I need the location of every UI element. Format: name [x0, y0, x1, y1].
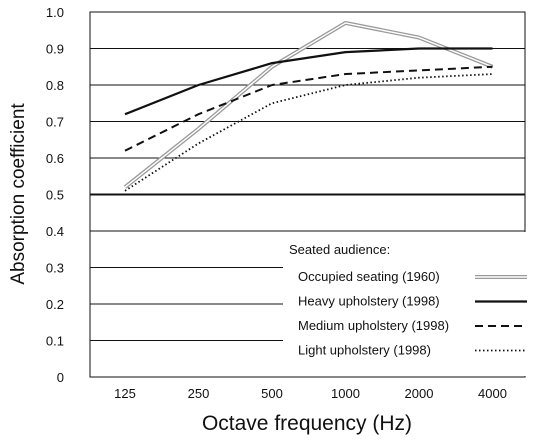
series-line-2	[124, 65, 493, 152]
y-tick-label: 0.9	[46, 42, 64, 57]
y-tick-label: 0.2	[46, 297, 64, 312]
legend: Seated audience: Occupied seating (1960)…	[283, 232, 544, 376]
x-tick-label: 1000	[331, 386, 360, 401]
legend-label: Medium upholstery (1998)	[298, 318, 449, 333]
series-line-1	[124, 47, 493, 116]
y-axis-label: Absorption coefficient	[8, 103, 29, 285]
x-tick-label: 4000	[478, 386, 507, 401]
y-tick-label: 0.8	[46, 78, 64, 93]
y-tick-label: 0.6	[46, 151, 64, 166]
y-tick-label: 0.3	[46, 261, 64, 276]
x-tick-label: 2000	[405, 386, 434, 401]
y-tick-label: 0	[57, 370, 64, 385]
series-lines	[123, 20, 494, 192]
legend-title: Seated audience:	[289, 242, 390, 257]
y-tick-label: 1.0	[46, 5, 64, 20]
x-tick-labels: 125 250 500 1000 2000 4000	[114, 386, 507, 401]
series-line-3	[124, 73, 493, 192]
x-tick-label: 500	[261, 386, 283, 401]
legend-label: Occupied seating (1960)	[298, 269, 440, 284]
y-tick-label: 0.7	[46, 115, 64, 130]
x-axis-label: Octave frequency (Hz)	[202, 412, 412, 435]
legend-items: Occupied seating (1960) Heavy upholstery …	[298, 269, 527, 358]
y-tick-label: 0.4	[46, 224, 64, 239]
y-tick-label: 0.5	[46, 188, 64, 203]
x-tick-label: 125	[114, 386, 136, 401]
y-tick-label: 0.1	[46, 334, 64, 349]
series-line-0-inner	[124, 22, 493, 188]
legend-label: Heavy upholstery (1998)	[298, 294, 440, 309]
x-tick-label: 250	[188, 386, 210, 401]
legend-label: Light upholstery (1998)	[298, 343, 431, 358]
y-tick-labels: 0 0.1 0.2 0.3 0.4 0.5 0.6 0.7 0.8 0.9 1.0	[46, 5, 64, 385]
plot-frame	[89, 11, 526, 378]
legend-box	[283, 232, 544, 376]
